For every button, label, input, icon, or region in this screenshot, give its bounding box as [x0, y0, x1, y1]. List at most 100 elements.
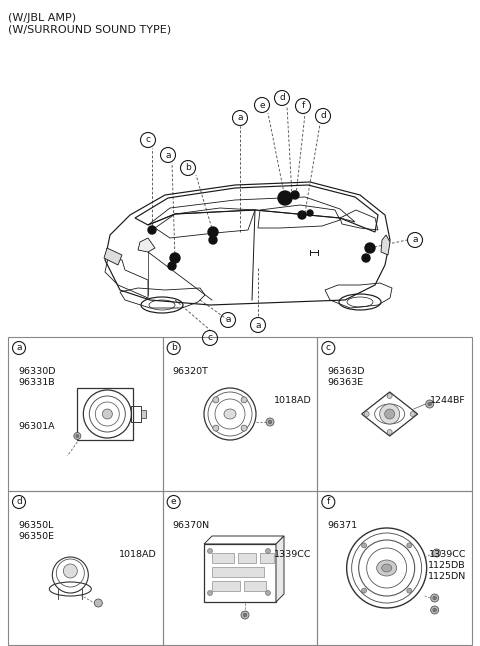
Circle shape: [265, 548, 271, 554]
Text: f: f: [301, 101, 305, 110]
Bar: [244, 581, 266, 591]
Bar: [141, 410, 146, 418]
Text: 96350L: 96350L: [18, 521, 53, 530]
Circle shape: [407, 588, 412, 593]
Bar: [238, 553, 256, 563]
Circle shape: [207, 548, 213, 554]
Text: e: e: [259, 101, 265, 110]
Text: 96301A: 96301A: [18, 422, 55, 431]
Text: 96330D: 96330D: [18, 367, 56, 376]
Text: b: b: [185, 163, 191, 172]
Text: 96363E: 96363E: [327, 378, 363, 387]
Circle shape: [95, 599, 102, 607]
Circle shape: [364, 412, 369, 417]
Circle shape: [361, 543, 367, 548]
Text: 1125DN: 1125DN: [428, 572, 466, 581]
Text: d: d: [279, 94, 285, 103]
Text: 96363D: 96363D: [327, 367, 365, 376]
Text: d: d: [16, 497, 22, 506]
Circle shape: [241, 611, 249, 619]
Text: (W/JBL AMP): (W/JBL AMP): [8, 13, 76, 23]
Circle shape: [365, 243, 375, 253]
Circle shape: [148, 226, 156, 234]
Text: c: c: [326, 344, 331, 353]
Text: 1018AD: 1018AD: [119, 550, 156, 559]
Text: 1125DB: 1125DB: [428, 561, 466, 570]
Bar: [163, 337, 317, 491]
Circle shape: [433, 596, 436, 599]
Circle shape: [74, 433, 81, 439]
Polygon shape: [138, 238, 155, 252]
Circle shape: [384, 409, 395, 419]
Circle shape: [362, 254, 370, 262]
Circle shape: [76, 435, 79, 437]
Text: 1339CC: 1339CC: [429, 550, 466, 559]
Circle shape: [307, 210, 313, 216]
Bar: [260, 553, 274, 563]
Circle shape: [168, 262, 176, 270]
Circle shape: [432, 549, 441, 557]
Text: a: a: [165, 151, 171, 160]
Circle shape: [213, 397, 219, 403]
Circle shape: [387, 430, 392, 435]
Text: a: a: [255, 320, 261, 329]
Text: a: a: [412, 236, 418, 244]
Polygon shape: [276, 536, 284, 602]
Text: 96371: 96371: [327, 521, 358, 530]
Bar: [8, 337, 163, 491]
Bar: [204, 544, 276, 602]
Text: 1339CC: 1339CC: [274, 550, 312, 559]
Circle shape: [102, 409, 112, 419]
Circle shape: [291, 191, 299, 199]
Bar: [212, 567, 264, 577]
Text: (W/SURROUND SOUND TYPE): (W/SURROUND SOUND TYPE): [8, 25, 171, 35]
Text: 96320T: 96320T: [173, 367, 208, 376]
Bar: [163, 491, 317, 645]
Circle shape: [241, 425, 247, 431]
Circle shape: [410, 412, 415, 417]
Circle shape: [431, 606, 439, 614]
Text: a: a: [237, 114, 243, 123]
Bar: [212, 553, 234, 563]
Bar: [212, 581, 240, 591]
Text: 96370N: 96370N: [173, 521, 210, 530]
Text: a: a: [225, 315, 231, 324]
Circle shape: [407, 543, 412, 548]
Bar: [132, 406, 141, 422]
Ellipse shape: [377, 560, 396, 576]
Text: d: d: [320, 112, 326, 121]
Circle shape: [207, 590, 213, 596]
Circle shape: [170, 253, 180, 263]
Text: e: e: [171, 497, 177, 506]
Circle shape: [213, 425, 219, 431]
Circle shape: [298, 211, 306, 219]
Circle shape: [426, 400, 433, 408]
Circle shape: [63, 564, 77, 578]
Text: b: b: [171, 344, 177, 353]
Bar: [77, 388, 133, 440]
Circle shape: [361, 588, 367, 593]
Text: c: c: [207, 333, 213, 342]
Text: a: a: [16, 344, 22, 353]
Ellipse shape: [224, 409, 236, 419]
Text: 1018AD: 1018AD: [274, 395, 312, 404]
Polygon shape: [381, 235, 390, 255]
Circle shape: [268, 420, 272, 424]
Text: 96331B: 96331B: [18, 378, 55, 387]
Circle shape: [387, 393, 392, 399]
Text: 96350E: 96350E: [18, 532, 54, 541]
Polygon shape: [104, 248, 122, 265]
Circle shape: [431, 594, 439, 602]
Circle shape: [266, 418, 274, 426]
Text: f: f: [327, 497, 330, 506]
Bar: [8, 491, 163, 645]
Ellipse shape: [382, 564, 392, 572]
Circle shape: [433, 608, 436, 612]
Text: c: c: [145, 136, 151, 145]
Text: 1244BF: 1244BF: [430, 395, 466, 404]
Bar: [317, 337, 472, 491]
Circle shape: [208, 227, 218, 237]
Circle shape: [209, 236, 217, 244]
Circle shape: [428, 402, 432, 406]
Circle shape: [278, 191, 292, 205]
